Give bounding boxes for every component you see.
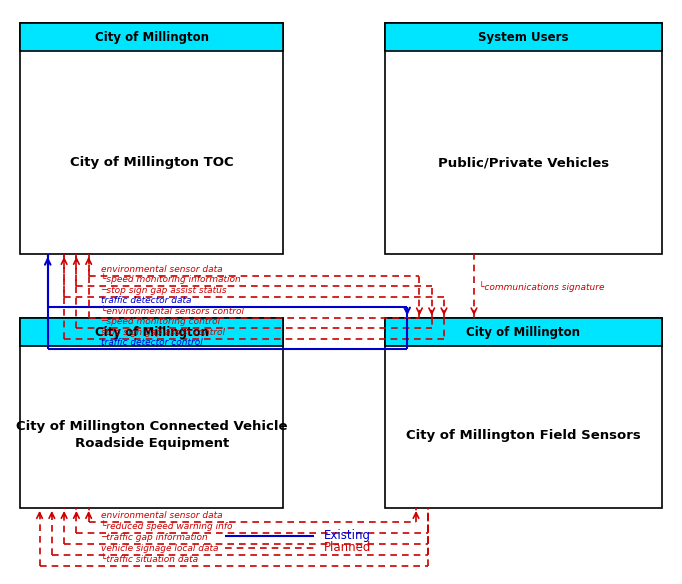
Text: └communications signature: └communications signature bbox=[479, 281, 605, 291]
Bar bbox=[385, 318, 662, 508]
Text: traffic detector control: traffic detector control bbox=[101, 339, 203, 347]
Text: City of Millington: City of Millington bbox=[466, 326, 580, 339]
Bar bbox=[20, 23, 283, 254]
Text: └reduced speed warning info: └reduced speed warning info bbox=[101, 520, 233, 531]
Text: traffic detector data: traffic detector data bbox=[101, 297, 192, 305]
Bar bbox=[385, 318, 662, 346]
Bar bbox=[385, 23, 662, 254]
Text: Planned: Planned bbox=[324, 541, 371, 554]
Text: City of Millington Field Sensors: City of Millington Field Sensors bbox=[406, 429, 641, 442]
Text: stop sign gap assist control: stop sign gap assist control bbox=[101, 328, 225, 337]
Bar bbox=[385, 318, 662, 346]
Text: environmental sensor data: environmental sensor data bbox=[101, 511, 222, 520]
Text: └environmental sensors control: └environmental sensors control bbox=[101, 307, 244, 316]
Text: City of Millington: City of Millington bbox=[95, 326, 209, 339]
Bar bbox=[20, 318, 283, 508]
Text: ─traffic gap information: ─traffic gap information bbox=[101, 533, 208, 542]
Text: City of Millington TOC: City of Millington TOC bbox=[70, 157, 233, 169]
Text: City of Millington: City of Millington bbox=[95, 31, 209, 44]
Text: Public/Private Vehicles: Public/Private Vehicles bbox=[438, 157, 609, 169]
Bar bbox=[20, 23, 283, 51]
Text: ─speed monitoring control: ─speed monitoring control bbox=[101, 318, 220, 326]
Bar bbox=[20, 23, 283, 51]
Text: ─stop sign gap assist status: ─stop sign gap assist status bbox=[101, 286, 226, 295]
Bar bbox=[385, 23, 662, 51]
Bar bbox=[20, 318, 283, 346]
Text: System Users: System Users bbox=[478, 31, 569, 44]
Text: vehicle signage local data: vehicle signage local data bbox=[101, 544, 218, 553]
Text: City of Millington Connected Vehicle
Roadside Equipment: City of Millington Connected Vehicle Roa… bbox=[16, 420, 288, 450]
Bar bbox=[385, 23, 662, 51]
Text: environmental sensor data: environmental sensor data bbox=[101, 265, 222, 274]
Text: └speed monitoring information: └speed monitoring information bbox=[101, 274, 241, 284]
Bar bbox=[20, 318, 283, 346]
Text: Existing: Existing bbox=[324, 529, 371, 542]
Text: └traffic situation data: └traffic situation data bbox=[101, 555, 198, 564]
